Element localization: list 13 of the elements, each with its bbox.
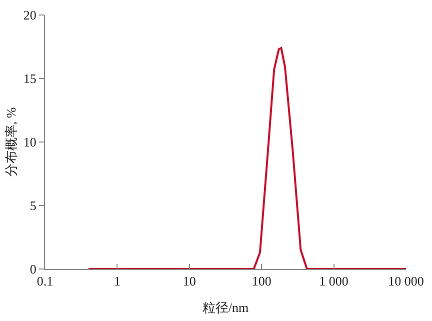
y-tick-label: 15	[23, 71, 36, 86]
x-tick-label: 10 000	[388, 274, 424, 289]
y-tick-label: 20	[23, 8, 36, 23]
x-tick-label: 100	[252, 274, 272, 289]
y-tick-label: 0	[30, 262, 36, 277]
x-tick-label: 10	[182, 274, 196, 289]
y-tick-label: 10	[23, 134, 36, 150]
x-tick-label: 1 000	[319, 274, 348, 289]
x-tick-label: 0.1	[36, 274, 54, 289]
y-axis-title: 分布概率, %	[3, 107, 18, 177]
x-tick-label: 1	[114, 274, 120, 289]
x-axis-title: 粒径/nm	[202, 300, 249, 316]
y-tick-label: 5	[30, 198, 36, 214]
